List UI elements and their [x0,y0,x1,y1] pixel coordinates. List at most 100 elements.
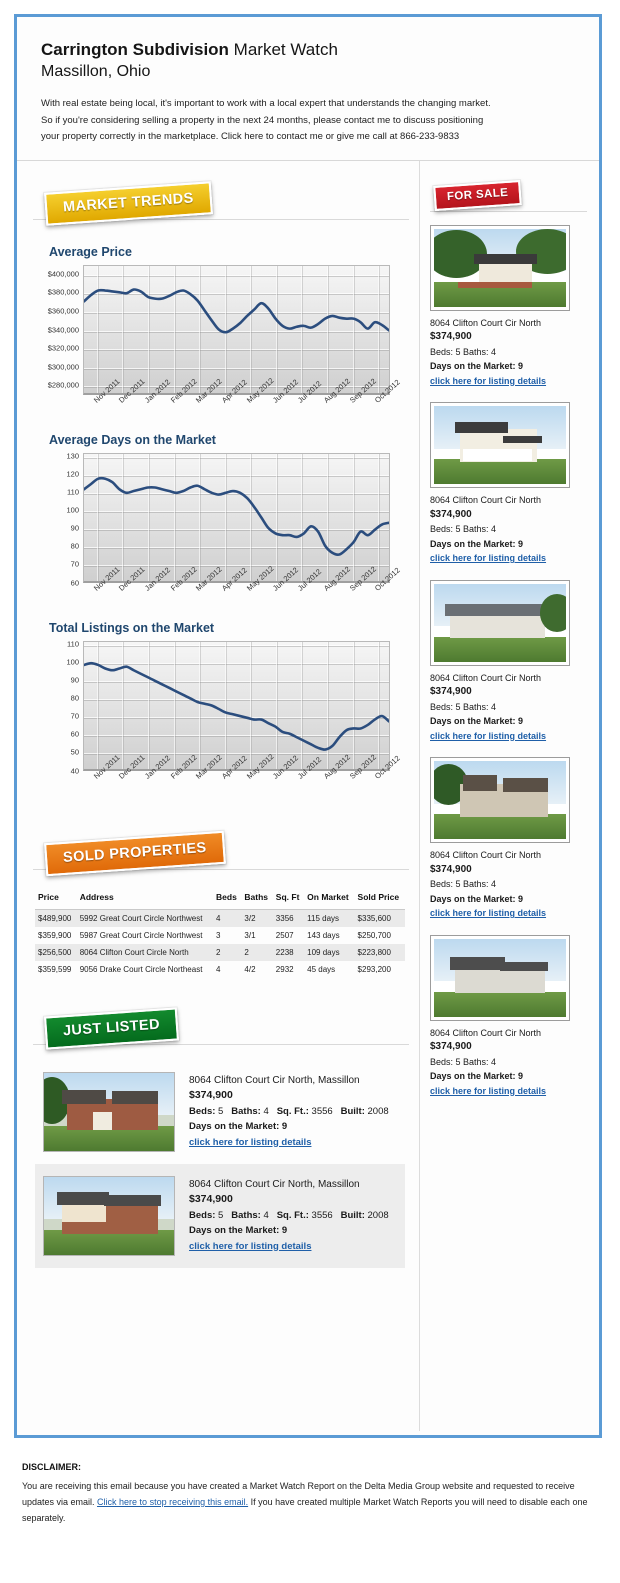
listing-photo[interactable] [430,934,570,1021]
sold-properties-table: Price Address Beds Baths Sq. Ft On Marke… [35,886,405,978]
listing-info: 8064 Clifton Court Cir North, Massillon $… [189,1072,389,1151]
gridline-vertical [122,453,124,581]
listing-price: $374,900 [189,1089,233,1101]
col-header-price: Price [35,886,77,910]
cell-sold-price: $293,200 [357,964,391,974]
built-label: Built: [340,1209,365,1221]
chart-line-series [84,454,389,581]
listing-photo[interactable] [430,224,570,311]
gridline-vertical [378,265,380,393]
y-tick-label: 80 [70,693,79,703]
gridline-horizontal [84,274,389,276]
just-listed-list: 8064 Clifton Court Cir North, Massillon $… [17,1060,419,1284]
table-header-row: Price Address Beds Baths Sq. Ft On Marke… [35,886,405,910]
gridline-horizontal [84,717,389,719]
gridline-vertical [275,641,277,769]
listing-address: 8064 Clifton Court Cir North, Massillon [189,1178,360,1190]
gridline-horizontal [84,511,389,513]
days-on-market: Days on the Market: 9 [430,538,524,549]
listing-price: $374,900 [430,1041,472,1052]
listing-details-link[interactable]: click here for listing details [430,553,547,563]
listing-price: $374,900 [430,508,472,520]
built-value: 2008 [367,1209,389,1221]
gridline-horizontal [84,645,389,647]
listing-photo[interactable] [43,1175,175,1256]
y-tick-label: $300,000 [47,362,79,372]
roof-gable [111,1091,159,1104]
days-on-market: Days on the Market: 9 [430,716,524,726]
for-sale-item[interactable]: 8064 Clifton Court Cir North $374,900 Beds… [430,402,587,566]
gridline-vertical [96,265,98,393]
listing-info: 8064 Clifton Court Cir North $374,900 Beds… [430,1026,587,1099]
beds-label: Beds: [189,1209,216,1221]
gridline-vertical [327,265,329,393]
porch [463,448,532,462]
house-body [478,259,532,284]
cell-sold-price: $335,600 [354,909,405,927]
listing-photo[interactable] [43,1071,175,1152]
baths-value: 4 [263,1209,269,1221]
y-tick-label: 130 [66,451,79,461]
cell-on-market: 115 days [304,909,355,927]
listing-specs: Beds: 5 Baths: 4 Sq. Ft.: 3556 Built: 20… [189,1208,389,1224]
table-row: $359,599 9056 Drake Court Circle Northeas… [35,961,405,978]
cell-sold-price: $223,800 [354,943,405,961]
gridline-vertical [224,453,226,581]
gridline-vertical [122,265,124,393]
market-trends-section-header: MARKET TRENDS [17,179,419,235]
listing-details-link[interactable]: click here for listing details [430,908,547,918]
listing-photo[interactable] [430,757,570,843]
gridline-horizontal [84,457,389,459]
gridline-horizontal [84,475,389,477]
for-sale-item[interactable]: 8064 Clifton Court Cir North $374,900 Beds… [430,757,587,921]
for-sale-item[interactable]: 8064 Clifton Court Cir North $374,900 Beds… [430,934,587,1099]
built-value: 2008 [367,1105,389,1117]
just-listed-item[interactable]: 8064 Clifton Court Cir North, Massillon $… [35,1163,405,1268]
days-on-market: Days on the Market: 9 [189,1225,288,1236]
report-body: MARKET TRENDS Average Price $400,000 $380… [17,160,599,1431]
listing-price: $374,900 [189,1193,233,1205]
listing-photo-stone-tudor-house [434,761,566,839]
listing-specs: Beds: 5 Baths: 4 [430,1056,497,1067]
gridline-vertical [275,265,277,393]
roof-gable [463,775,498,791]
gridline-horizontal [84,349,389,351]
cell-price: $359,900 [38,930,72,940]
listing-photo-brick-house-daytime [44,1072,174,1151]
gridline-horizontal [84,663,389,665]
listing-details-link[interactable]: click here for listing details [430,1085,547,1096]
listing-details-link[interactable]: click here for listing details [430,375,547,386]
gridline-horizontal [84,529,389,531]
listing-photo[interactable] [430,402,570,488]
for-sale-item[interactable]: 8064 Clifton Court Cir North $374,900 Beds… [430,579,587,744]
tree [434,230,487,279]
beds-label: Beds: [189,1105,216,1117]
listing-details-link[interactable]: click here for listing details [189,1240,312,1252]
y-tick-label: 90 [70,675,79,685]
y-tick-label: 100 [66,657,79,667]
col-header-beds: Beds [213,886,242,910]
table-row: $489,900 5992 Great Court Circle Northwes… [35,909,405,927]
sold-table-body: $489,900 5992 Great Court Circle Northwes… [35,909,405,978]
photo-inner [434,583,566,662]
gridline-vertical [147,265,149,393]
for-sale-item[interactable]: 8064 Clifton Court Cir North $374,900 Beds… [430,224,587,389]
listing-photo[interactable] [430,579,570,666]
listing-address: 8064 Clifton Court Cir North [430,672,542,683]
gridline-vertical [173,453,175,581]
unsubscribe-link[interactable]: Click here to stop receiving this email. [97,1497,249,1507]
gridline-horizontal [84,330,389,332]
listing-details-link[interactable]: click here for listing details [189,1136,312,1148]
house-body [67,1099,159,1131]
photo-inner [434,228,566,307]
y-tick-label: $280,000 [47,380,79,390]
gridline-vertical [122,641,124,769]
gridline-vertical [147,641,149,769]
just-listed-item[interactable]: 8064 Clifton Court Cir North, Massillon $… [35,1060,405,1164]
chart-block-average-days-on-market: Average Days on the Market 130 120 110 100 9… [17,433,419,611]
main-column: MARKET TRENDS Average Price $400,000 $380… [17,160,420,1431]
listing-address: 8064 Clifton Court Cir North [430,1027,542,1038]
listing-details-link[interactable]: click here for listing details [430,730,547,741]
for-sale-banner: FOR SALE [432,178,524,212]
y-axis-labels: 110 100 90 80 70 60 50 40 [35,640,81,775]
